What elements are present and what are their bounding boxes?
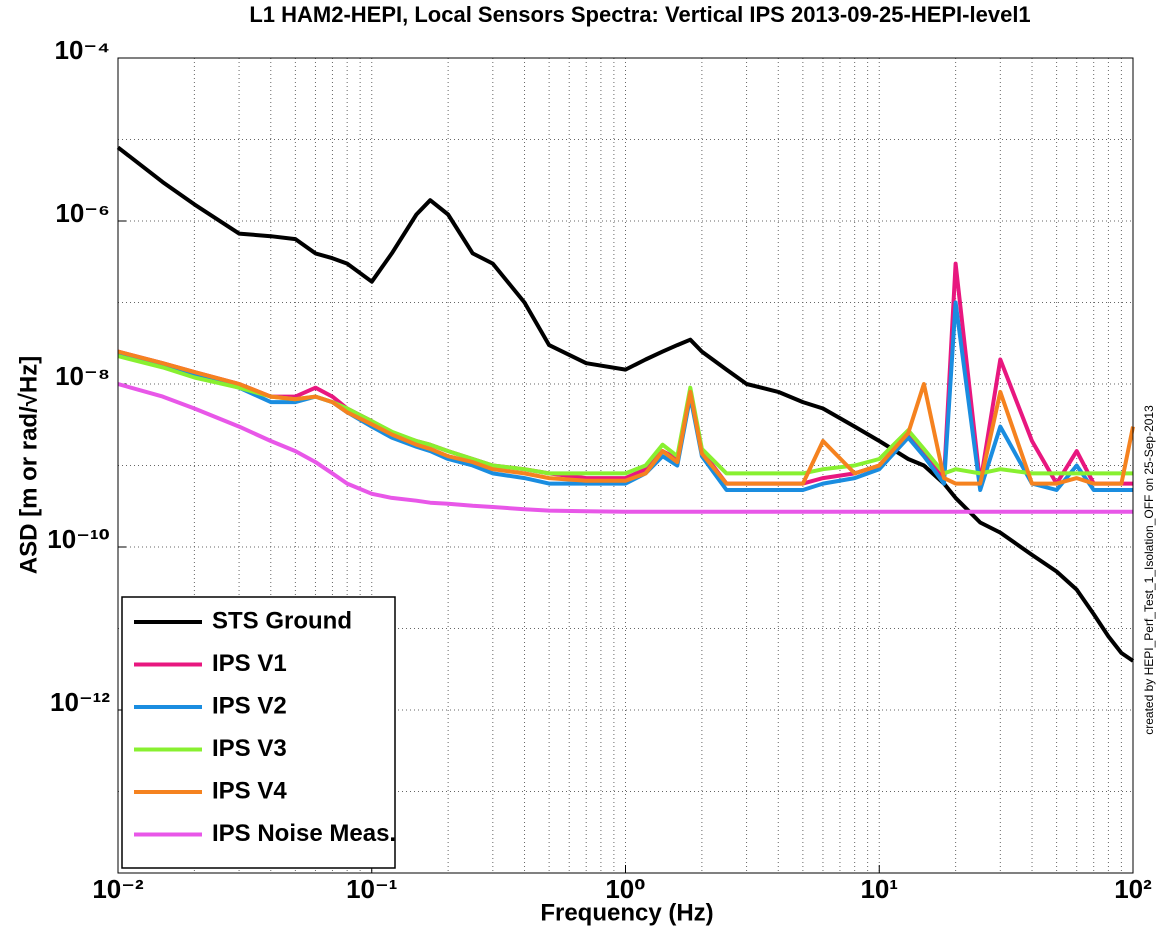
y-tick-label: 10⁻⁶: [55, 198, 110, 228]
y-tick-label: 10⁻⁴: [54, 35, 110, 65]
x-tick-label: 10⁻¹: [346, 874, 397, 904]
y-tick-label: 10⁻¹⁰: [47, 524, 110, 554]
x-axis-label: Frequency (Hz): [540, 899, 713, 926]
y-axis-label: ASD [m or rad/√Hz]: [15, 356, 42, 575]
y-tick-label: 10⁻¹²: [50, 687, 110, 717]
legend-label: IPS Noise Meas.: [212, 820, 396, 847]
legend: [121, 596, 396, 869]
x-tick-label: 10¹: [860, 874, 898, 904]
annotation: created by HEPI_Perf_Test_1_Isolation_OF…: [1142, 405, 1156, 735]
legend-label: IPS V3: [212, 735, 287, 762]
x-tick-label: 10⁻²: [92, 874, 144, 904]
chart-title: L1 HAM2-HEPI, Local Sensors Spectra: Ver…: [249, 2, 1030, 27]
legend-label: IPS V2: [212, 692, 287, 719]
x-tick-label: 10⁰: [605, 874, 645, 904]
y-tick-label: 10⁻⁸: [55, 361, 110, 391]
series-line: [116, 145, 1135, 663]
plot-frame: [117, 57, 1134, 874]
legend-label: IPS V4: [212, 777, 287, 804]
series-line: [117, 382, 1133, 514]
x-tick-label: 10²: [1114, 874, 1152, 904]
legend-label: IPS V1: [212, 650, 287, 677]
legend-label: STS Ground: [212, 607, 352, 634]
series-line: [117, 349, 1135, 486]
